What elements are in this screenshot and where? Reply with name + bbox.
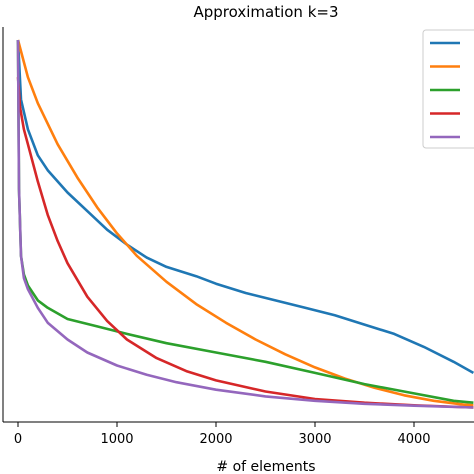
series-line-3 bbox=[16, 39, 474, 404]
x-axis-label: # of elements bbox=[216, 459, 315, 474]
chart-title: Approximation k=3 bbox=[193, 3, 338, 21]
x-tick-label: 0 bbox=[14, 432, 22, 447]
x-tick-label: 1000 bbox=[100, 432, 133, 447]
series-line-1 bbox=[16, 39, 474, 375]
x-tick-label: 4000 bbox=[397, 432, 430, 447]
series-line-5 bbox=[16, 39, 474, 409]
x-tick-label: 3000 bbox=[298, 432, 331, 447]
series-line-4 bbox=[16, 77, 474, 409]
series-line-2 bbox=[16, 39, 474, 407]
x-tick-label: 2000 bbox=[199, 432, 232, 447]
